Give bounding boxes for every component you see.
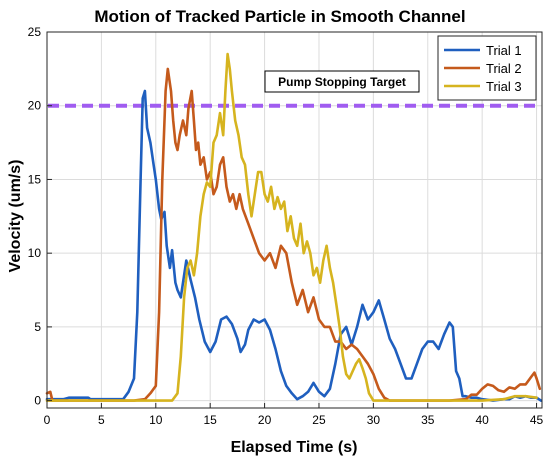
plot-frame xyxy=(46,31,543,409)
legend-label-3: Trial 3 xyxy=(486,79,522,94)
x-tick-label: 0 xyxy=(44,413,51,427)
x-tick-label: 40 xyxy=(475,413,489,427)
x-tick-label: 45 xyxy=(530,413,544,427)
y-tick-label: 25 xyxy=(28,25,42,39)
x-axis-label: Elapsed Time (s) xyxy=(231,439,358,456)
x-tick-label: 10 xyxy=(149,413,163,427)
series-line-3 xyxy=(45,52,538,402)
y-axis-label: Velocity (um/s) xyxy=(7,160,24,273)
y-tick-label: 0 xyxy=(34,394,41,408)
series-lines xyxy=(45,52,543,402)
legend: Trial 1 Trial 2 Trial 3 xyxy=(437,35,537,101)
annotation-box xyxy=(264,70,420,93)
legend-label-2: Trial 2 xyxy=(486,61,522,76)
y-tick-labels: 0 5 10 15 20 25 xyxy=(28,25,52,408)
y-tick-label: 15 xyxy=(28,172,42,186)
x-tick-label: 15 xyxy=(204,413,218,427)
y-tick-label: 5 xyxy=(34,320,41,334)
x-tick-label: 35 xyxy=(421,413,435,427)
legend-label-1: Trial 1 xyxy=(486,43,522,58)
y-tick-label: 10 xyxy=(28,246,42,260)
series-line-1 xyxy=(45,89,543,402)
x-tick-label: 5 xyxy=(98,413,105,427)
x-tick-label: 30 xyxy=(367,413,381,427)
series-line-2 xyxy=(45,67,542,402)
y-tick-label: 20 xyxy=(28,99,42,113)
reference-line-group: Pump Stopping Target xyxy=(48,70,541,108)
chart-title: Motion of Tracked Particle in Smooth Cha… xyxy=(94,7,465,26)
x-tick-label: 20 xyxy=(258,413,272,427)
x-tick-label: 25 xyxy=(312,413,326,427)
x-tick-labels: 0 5 10 15 20 25 30 35 40 45 xyxy=(44,403,544,427)
annotation-text: Pump Stopping Target xyxy=(278,75,406,89)
